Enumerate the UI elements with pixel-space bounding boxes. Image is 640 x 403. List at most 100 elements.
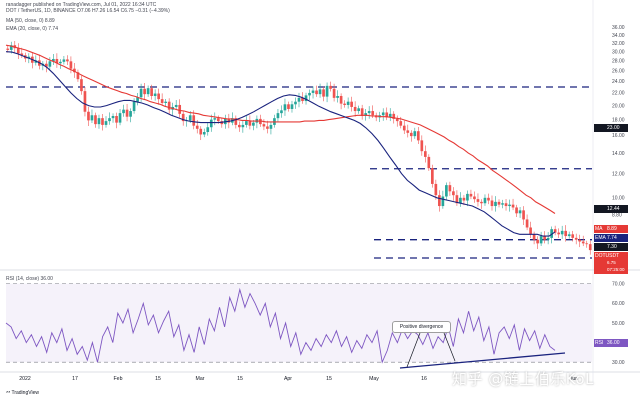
candle-body: [234, 118, 238, 125]
candle-body: [6, 48, 10, 50]
level-1244-badge: 12.44: [594, 205, 628, 213]
level-23-value: 23.00: [607, 125, 620, 131]
candle-body: [238, 124, 241, 128]
candle-body: [69, 61, 73, 69]
candle-body: [522, 210, 525, 220]
candle-body: [27, 56, 31, 59]
candle-body: [241, 124, 245, 128]
watermark: 知乎 @链上伯乐KoL: [452, 370, 594, 388]
candle-body: [276, 113, 280, 119]
time-axis-label: 15: [155, 376, 161, 382]
candle-body: [560, 230, 564, 235]
time-axis-label: Feb: [114, 376, 123, 382]
candle-body: [213, 118, 217, 120]
candle-body: [153, 93, 157, 96]
candle-body: [97, 118, 101, 125]
rsi-legend[interactable]: RSI (14, close) 36.00: [6, 276, 53, 282]
candle-body: [209, 119, 213, 128]
candle-body: [406, 130, 410, 133]
tradingview-logo: ⁷⁷ TradingView: [6, 390, 39, 396]
candle-body: [441, 196, 445, 207]
candle-body: [143, 88, 146, 95]
tradingview-icon: ⁷⁷: [6, 390, 11, 396]
candle-body: [157, 93, 160, 100]
rsi-tick-label: 30.00: [612, 360, 625, 366]
price-tick-label: 18.00: [612, 117, 625, 123]
candle-body: [480, 201, 483, 204]
candle-body: [431, 168, 434, 184]
ma-badge-value: 8.89: [607, 226, 617, 232]
price-tick-label: 24.00: [612, 79, 625, 85]
candle-body: [445, 185, 448, 197]
price-tick-label: 8.80: [612, 213, 622, 219]
rsi-tick-label: 70.00: [612, 282, 625, 288]
candle-body: [76, 72, 80, 80]
candle-body: [578, 239, 582, 242]
time-axis-label: 16: [421, 376, 427, 382]
level-23-badge: 23.00: [594, 124, 628, 132]
candle-body: [469, 193, 473, 197]
price-badge: DOTUSDT: [594, 252, 628, 260]
candle-body: [423, 151, 427, 157]
candle-body: [294, 101, 297, 105]
candle-body: [350, 101, 353, 107]
candle-body: [585, 243, 589, 245]
candle-body: [574, 237, 578, 240]
candle-body: [125, 109, 129, 117]
candle-body: [448, 185, 452, 192]
price-tick-label: 26.00: [612, 69, 625, 75]
candle-body: [216, 118, 220, 122]
candle-body: [94, 115, 97, 125]
candle-body: [287, 104, 290, 109]
ma-legend[interactable]: MA (50, close, 0) 8.89: [6, 18, 55, 24]
candle-body: [245, 121, 248, 125]
candle-body: [118, 113, 122, 123]
symbol-legend[interactable]: DOT / TetherUS, 1D, BINANCE O7.06 H7.26 …: [6, 8, 170, 14]
price-tick-label: 36.00: [612, 25, 625, 31]
candle-body: [83, 91, 87, 112]
rsi-line: [5, 287, 556, 364]
candle-body: [101, 118, 104, 125]
candle-body: [55, 58, 59, 64]
candle-body: [290, 104, 294, 109]
candle-body: [108, 118, 111, 122]
candle-body: [413, 131, 417, 137]
candle-body: [571, 234, 575, 238]
price-tick-label: 20.00: [612, 103, 625, 109]
candle-body: [266, 126, 269, 129]
candle-body: [332, 88, 336, 98]
candle-body: [346, 101, 350, 105]
divergence-pointer-right: [443, 332, 456, 362]
price-value-badge: 6.75: [594, 259, 628, 267]
candle-body: [122, 109, 125, 114]
candle-body: [45, 63, 48, 67]
candle-body: [364, 113, 368, 116]
ema-legend[interactable]: EMA (20, close, 0) 7.74: [6, 26, 58, 32]
candle-body: [539, 236, 543, 244]
candle-body: [199, 128, 203, 135]
candle-body: [301, 97, 304, 102]
candle-body: [343, 103, 346, 105]
positive-divergence-label: Positive divergence: [392, 321, 451, 333]
candle-body: [532, 234, 536, 240]
candle-body: [66, 59, 69, 62]
candle-body: [206, 127, 210, 133]
candle-body: [483, 197, 487, 204]
candle-body: [543, 236, 546, 240]
candle-body: [252, 122, 255, 126]
candle-body: [388, 113, 392, 118]
price-tick-label: 28.00: [612, 59, 625, 65]
candle-body: [487, 197, 490, 201]
divergence-pointer-left: [406, 332, 421, 368]
candle-body: [111, 115, 115, 119]
time-axis-label: 15: [237, 376, 243, 382]
candle-body: [329, 85, 332, 89]
price-tick-label: 30.00: [612, 49, 625, 55]
ma-badge: MA 8.89: [594, 225, 628, 233]
candle-body: [508, 204, 511, 207]
candle-body: [581, 241, 585, 244]
candle-body: [311, 90, 315, 93]
candle-body: [399, 121, 403, 126]
candle-body: [73, 68, 76, 73]
